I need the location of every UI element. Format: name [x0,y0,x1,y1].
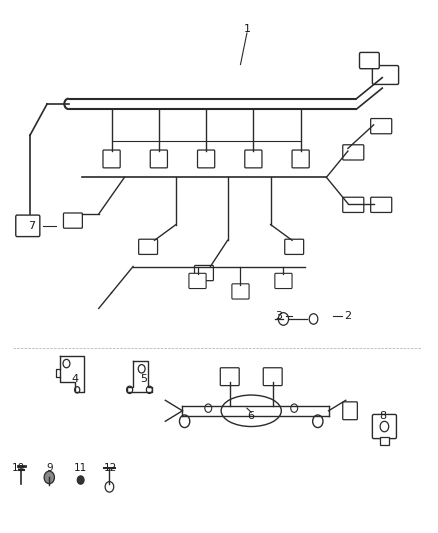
FancyBboxPatch shape [343,145,364,160]
FancyBboxPatch shape [372,415,396,439]
Text: 7: 7 [28,221,35,231]
Text: 1: 1 [244,25,251,34]
FancyBboxPatch shape [150,150,167,168]
Text: 9: 9 [46,464,53,473]
FancyBboxPatch shape [343,197,364,213]
FancyBboxPatch shape [16,215,40,237]
Polygon shape [380,437,389,445]
FancyBboxPatch shape [232,284,249,299]
Text: 2: 2 [344,311,351,321]
FancyBboxPatch shape [139,239,158,254]
Ellipse shape [221,395,281,426]
FancyBboxPatch shape [371,118,392,134]
Text: 8: 8 [380,411,387,421]
Text: 6: 6 [248,411,255,421]
FancyBboxPatch shape [292,150,309,168]
Circle shape [205,404,212,413]
Circle shape [278,313,289,325]
FancyBboxPatch shape [360,52,379,69]
Circle shape [105,482,114,492]
FancyBboxPatch shape [189,273,206,288]
FancyBboxPatch shape [372,66,399,84]
FancyBboxPatch shape [103,150,120,168]
FancyBboxPatch shape [371,197,392,213]
FancyBboxPatch shape [285,239,304,254]
FancyBboxPatch shape [64,213,82,228]
Circle shape [313,415,323,427]
FancyBboxPatch shape [194,265,213,281]
Circle shape [44,471,54,484]
Circle shape [380,421,389,432]
Text: 3: 3 [276,311,283,321]
FancyBboxPatch shape [275,273,292,288]
Text: 10: 10 [11,464,25,473]
Text: 5: 5 [140,374,147,384]
Circle shape [180,415,190,427]
Circle shape [309,314,318,324]
FancyBboxPatch shape [343,402,357,419]
FancyBboxPatch shape [263,368,282,385]
Circle shape [77,476,84,484]
Text: 12: 12 [104,464,117,473]
Text: 4: 4 [71,374,79,384]
FancyBboxPatch shape [245,150,262,168]
Circle shape [291,404,298,413]
FancyBboxPatch shape [198,150,215,168]
FancyBboxPatch shape [220,368,239,385]
Text: 11: 11 [74,464,87,473]
